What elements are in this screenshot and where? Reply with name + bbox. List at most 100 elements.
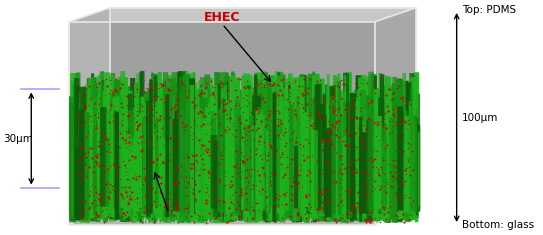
FancyBboxPatch shape bbox=[345, 73, 349, 212]
FancyBboxPatch shape bbox=[356, 145, 362, 208]
FancyBboxPatch shape bbox=[356, 129, 361, 213]
FancyBboxPatch shape bbox=[389, 93, 395, 218]
FancyBboxPatch shape bbox=[176, 150, 184, 220]
FancyBboxPatch shape bbox=[125, 78, 128, 208]
FancyBboxPatch shape bbox=[181, 71, 188, 221]
FancyBboxPatch shape bbox=[313, 115, 320, 207]
FancyBboxPatch shape bbox=[207, 129, 212, 219]
FancyBboxPatch shape bbox=[357, 82, 363, 208]
FancyBboxPatch shape bbox=[163, 143, 170, 210]
FancyBboxPatch shape bbox=[186, 124, 192, 214]
FancyBboxPatch shape bbox=[377, 116, 382, 209]
FancyBboxPatch shape bbox=[113, 110, 117, 208]
FancyBboxPatch shape bbox=[160, 138, 166, 210]
FancyBboxPatch shape bbox=[121, 108, 128, 214]
FancyBboxPatch shape bbox=[92, 77, 97, 213]
FancyBboxPatch shape bbox=[144, 134, 148, 210]
FancyBboxPatch shape bbox=[260, 73, 262, 217]
FancyBboxPatch shape bbox=[413, 73, 419, 209]
FancyBboxPatch shape bbox=[314, 130, 320, 219]
FancyBboxPatch shape bbox=[71, 151, 76, 214]
FancyBboxPatch shape bbox=[178, 71, 184, 212]
FancyBboxPatch shape bbox=[177, 101, 184, 223]
FancyBboxPatch shape bbox=[332, 148, 337, 219]
FancyBboxPatch shape bbox=[148, 150, 154, 214]
FancyBboxPatch shape bbox=[262, 71, 266, 210]
FancyBboxPatch shape bbox=[199, 91, 203, 209]
FancyBboxPatch shape bbox=[296, 116, 301, 222]
FancyBboxPatch shape bbox=[363, 109, 367, 212]
FancyBboxPatch shape bbox=[257, 127, 264, 212]
FancyBboxPatch shape bbox=[302, 112, 306, 218]
FancyBboxPatch shape bbox=[394, 152, 401, 215]
FancyBboxPatch shape bbox=[273, 93, 276, 222]
FancyBboxPatch shape bbox=[96, 105, 101, 207]
FancyBboxPatch shape bbox=[358, 86, 365, 215]
FancyBboxPatch shape bbox=[219, 126, 226, 217]
FancyBboxPatch shape bbox=[207, 114, 211, 216]
FancyBboxPatch shape bbox=[353, 103, 360, 221]
FancyBboxPatch shape bbox=[353, 97, 360, 207]
FancyBboxPatch shape bbox=[75, 136, 82, 214]
FancyBboxPatch shape bbox=[223, 76, 230, 223]
FancyBboxPatch shape bbox=[176, 83, 182, 210]
FancyBboxPatch shape bbox=[148, 110, 153, 211]
FancyBboxPatch shape bbox=[232, 128, 237, 219]
FancyBboxPatch shape bbox=[272, 148, 277, 215]
FancyBboxPatch shape bbox=[186, 94, 191, 209]
FancyBboxPatch shape bbox=[137, 90, 141, 220]
FancyBboxPatch shape bbox=[89, 106, 92, 212]
FancyBboxPatch shape bbox=[247, 109, 251, 209]
FancyBboxPatch shape bbox=[301, 74, 304, 209]
FancyBboxPatch shape bbox=[339, 120, 344, 215]
FancyBboxPatch shape bbox=[262, 121, 268, 212]
FancyBboxPatch shape bbox=[101, 146, 105, 216]
FancyBboxPatch shape bbox=[165, 98, 168, 209]
FancyBboxPatch shape bbox=[74, 78, 79, 218]
FancyBboxPatch shape bbox=[216, 73, 220, 211]
FancyBboxPatch shape bbox=[228, 117, 233, 209]
FancyBboxPatch shape bbox=[211, 129, 214, 208]
FancyBboxPatch shape bbox=[79, 135, 84, 219]
FancyBboxPatch shape bbox=[163, 87, 168, 212]
FancyBboxPatch shape bbox=[179, 147, 184, 222]
FancyBboxPatch shape bbox=[159, 120, 162, 215]
FancyBboxPatch shape bbox=[410, 96, 414, 209]
FancyBboxPatch shape bbox=[350, 142, 356, 218]
FancyBboxPatch shape bbox=[278, 97, 284, 218]
FancyBboxPatch shape bbox=[137, 127, 143, 212]
FancyBboxPatch shape bbox=[155, 129, 161, 210]
FancyBboxPatch shape bbox=[399, 111, 402, 221]
FancyBboxPatch shape bbox=[187, 108, 194, 209]
FancyBboxPatch shape bbox=[79, 96, 86, 216]
FancyBboxPatch shape bbox=[181, 98, 185, 222]
FancyBboxPatch shape bbox=[166, 109, 168, 219]
FancyBboxPatch shape bbox=[160, 84, 163, 210]
FancyBboxPatch shape bbox=[359, 137, 362, 214]
FancyBboxPatch shape bbox=[267, 87, 269, 220]
FancyBboxPatch shape bbox=[348, 74, 352, 213]
FancyBboxPatch shape bbox=[359, 122, 365, 219]
FancyBboxPatch shape bbox=[186, 82, 190, 223]
FancyBboxPatch shape bbox=[84, 118, 87, 208]
FancyBboxPatch shape bbox=[370, 74, 377, 211]
Text: Commensal E.coli: Commensal E.coli bbox=[130, 215, 229, 225]
FancyBboxPatch shape bbox=[368, 94, 374, 220]
FancyBboxPatch shape bbox=[269, 142, 275, 207]
FancyBboxPatch shape bbox=[83, 110, 89, 223]
FancyBboxPatch shape bbox=[181, 81, 188, 217]
FancyBboxPatch shape bbox=[199, 106, 204, 216]
FancyBboxPatch shape bbox=[87, 111, 92, 214]
FancyBboxPatch shape bbox=[354, 138, 359, 211]
FancyBboxPatch shape bbox=[109, 77, 115, 222]
FancyBboxPatch shape bbox=[256, 92, 259, 218]
FancyBboxPatch shape bbox=[97, 135, 102, 218]
FancyBboxPatch shape bbox=[232, 146, 237, 219]
FancyBboxPatch shape bbox=[94, 140, 101, 217]
FancyBboxPatch shape bbox=[132, 100, 136, 212]
FancyBboxPatch shape bbox=[279, 79, 284, 222]
FancyBboxPatch shape bbox=[155, 137, 157, 214]
FancyBboxPatch shape bbox=[403, 136, 407, 208]
FancyBboxPatch shape bbox=[155, 118, 159, 208]
FancyBboxPatch shape bbox=[369, 141, 374, 210]
